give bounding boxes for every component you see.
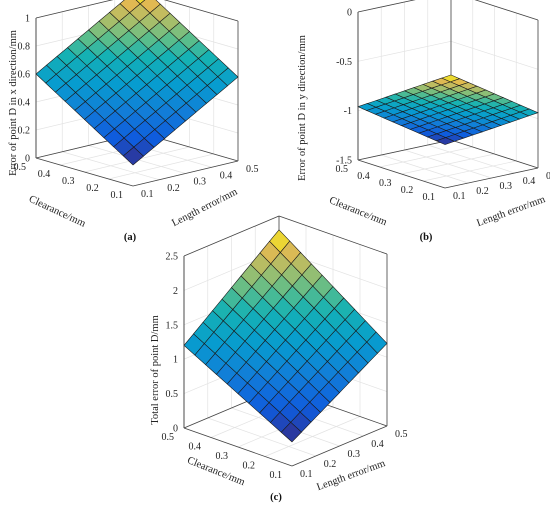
x-axis-line xyxy=(291,425,388,467)
z-tick-label: 0 xyxy=(173,424,178,435)
surface-chart-c: 0.10.20.30.40.50.10.20.30.40.500.511.522… xyxy=(150,215,408,503)
z-tick-label: 1 xyxy=(173,355,178,366)
axis-box-edge xyxy=(163,0,239,22)
y-tick-label: 0.1 xyxy=(270,470,283,481)
y-tick-label: 0.5 xyxy=(162,432,175,443)
y-tick-label: 0.4 xyxy=(189,442,202,453)
x-tick-label: 0.4 xyxy=(220,170,233,181)
y-tick-label: 0.4 xyxy=(38,169,51,180)
grid-line xyxy=(379,146,473,168)
axis-box-edge xyxy=(357,139,452,161)
y-tick-label: 0.5 xyxy=(14,162,27,173)
x-tick-label: 0.5 xyxy=(395,429,408,440)
x-axis-label: Length error/mm xyxy=(475,194,546,229)
z-axis-label: Error of point D in y direction/mm xyxy=(297,35,308,181)
axis-box-edge xyxy=(357,0,416,13)
surface-chart-b: 0.10.20.30.40.50.10.20.30.40.5-1.5-1-0.5… xyxy=(297,0,550,243)
y-axis-label: Clearance/mm xyxy=(327,195,388,228)
x-tick-label: 0.3 xyxy=(194,177,207,188)
x-tick-label: 0.5 xyxy=(546,171,550,182)
surface-cell xyxy=(122,146,144,166)
z-tick-label: 0.4 xyxy=(18,98,31,109)
x-tick-label: 0.2 xyxy=(167,183,180,194)
z-tick-label: 0.6 xyxy=(18,70,31,81)
y-tick-label: 0.2 xyxy=(86,183,99,194)
x-tick-label: 0.1 xyxy=(453,191,466,202)
panel-label: (c) xyxy=(270,492,282,503)
grid-line xyxy=(108,153,214,180)
x-tick-label: 0.1 xyxy=(300,469,313,480)
z-tick-label: 2.5 xyxy=(166,252,179,263)
y-tick-label: 0.3 xyxy=(216,451,229,462)
x-tick-label: 0.2 xyxy=(476,186,489,197)
z-tick-label: 0.5 xyxy=(166,389,179,400)
z-tick-label: 0 xyxy=(25,154,30,165)
y-tick-label: 0.3 xyxy=(62,176,75,187)
z-tick-label: 0 xyxy=(347,8,352,19)
x-tick-label: 0.4 xyxy=(371,439,384,450)
x-tick-label: 0.2 xyxy=(324,459,337,470)
x-axis-label: Length error/mm xyxy=(170,187,239,230)
x-tick-label: 0.4 xyxy=(523,176,536,187)
axis-box-edge xyxy=(35,0,114,19)
axis-box-edge xyxy=(450,139,539,169)
y-tick-label: 0.1 xyxy=(423,192,436,203)
y-axis-line xyxy=(183,427,293,467)
surface-cell xyxy=(435,137,456,145)
surface-cell xyxy=(135,0,146,5)
x-axis-line xyxy=(444,167,539,189)
surface-cell xyxy=(280,421,302,443)
y-axis-line xyxy=(35,157,134,187)
z-tick-label: 1.5 xyxy=(166,320,179,331)
y-tick-label: 0.3 xyxy=(379,178,392,189)
grid-line xyxy=(401,153,495,175)
y-axis-line xyxy=(357,159,446,189)
y-tick-label: 0.4 xyxy=(357,171,370,182)
y-axis-label: Clearance/mm xyxy=(27,194,87,230)
z-tick-label: 0.8 xyxy=(18,42,31,53)
axis-box-edge xyxy=(278,215,388,255)
x-tick-label: 0.3 xyxy=(348,449,361,460)
x-tick-label: 0.5 xyxy=(246,164,259,175)
y-tick-label: 0.2 xyxy=(243,461,256,472)
z-axis-label: Error of point D in x direction/mm xyxy=(8,30,19,176)
y-tick-label: 0.1 xyxy=(111,190,124,201)
panel-label: (a) xyxy=(124,232,137,243)
z-tick-label: -0.5 xyxy=(336,57,352,68)
z-tick-label: 0.2 xyxy=(18,126,31,137)
axis-box-edge xyxy=(474,0,539,21)
x-axis-line xyxy=(132,160,239,187)
z-tick-label: 1 xyxy=(25,14,30,25)
z-tick-label: -1 xyxy=(344,106,352,117)
y-tick-label: 0.2 xyxy=(401,185,414,196)
surface-chart-a: 0.10.20.30.40.50.10.20.30.40.500.20.40.6… xyxy=(8,0,259,243)
x-tick-label: 0.1 xyxy=(141,189,154,200)
panel-label: (b) xyxy=(420,232,433,243)
axis-box-edge xyxy=(183,215,280,257)
z-tick-label: -1.5 xyxy=(336,156,352,167)
grid-line xyxy=(423,160,517,182)
z-axis-label: Total error of point D/mm xyxy=(150,315,161,425)
y-tick-label: 0.5 xyxy=(336,164,349,175)
x-tick-label: 0.3 xyxy=(500,181,513,192)
z-tick-label: 2 xyxy=(173,286,178,297)
grid-line xyxy=(264,416,361,457)
